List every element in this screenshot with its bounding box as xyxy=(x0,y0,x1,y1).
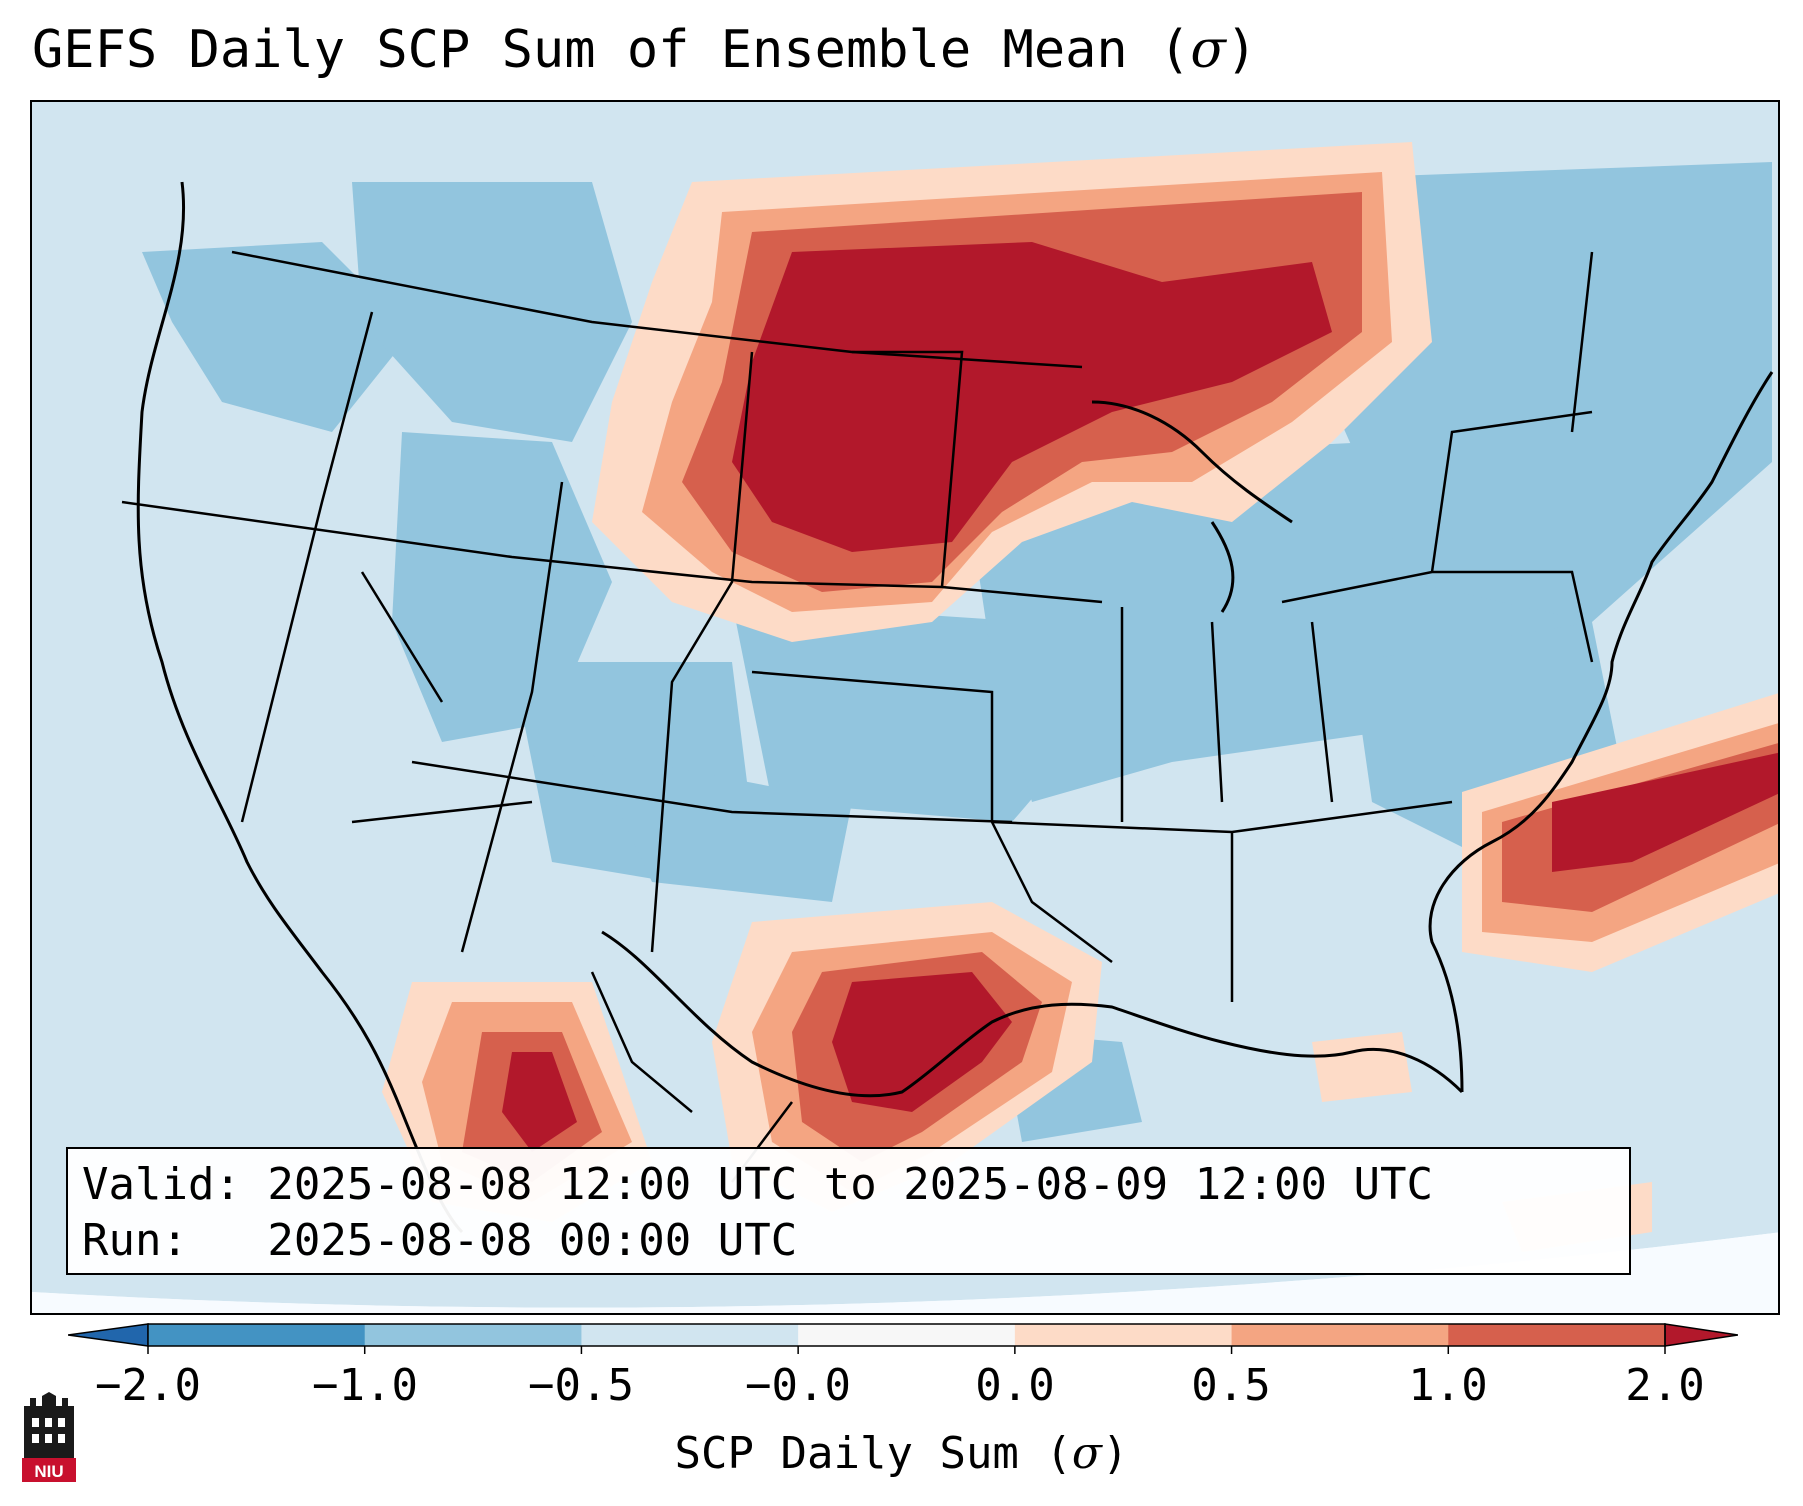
tick-label: 1.0 xyxy=(1408,1360,1488,1411)
state-boundaries xyxy=(121,250,1594,1183)
niu-logo: NIU xyxy=(22,1392,76,1482)
tick-label: −0.5 xyxy=(528,1360,634,1411)
colorbar-bin xyxy=(364,1324,582,1346)
colorbar-bin xyxy=(798,1324,1016,1346)
coastlines xyxy=(136,181,1774,1234)
colorbar-frame xyxy=(147,1323,1666,1347)
colorbar-bin xyxy=(1448,1324,1666,1346)
chart-title: GEFS Daily SCP Sum of Ensemble Mean (σ) xyxy=(32,20,1258,80)
logo-text: NIU xyxy=(34,1462,63,1481)
outer-ocean xyxy=(32,1232,1778,1313)
tick-label: 0.0 xyxy=(975,1360,1055,1411)
colorbar-bin xyxy=(148,1324,366,1346)
colorbar xyxy=(68,1323,1738,1354)
map-panel xyxy=(30,100,1780,1315)
colorbar-bin xyxy=(581,1324,799,1346)
colorbar-label: SCP Daily Sum (σ) xyxy=(674,1428,1129,1479)
colorbar-extend-high xyxy=(1664,1323,1738,1347)
colorbar-bin xyxy=(1231,1324,1449,1346)
colorbar-bin xyxy=(1014,1324,1233,1346)
run-time-line: Run: 2025-08-08 00:00 UTC xyxy=(82,1215,798,1266)
tick-label: 0.5 xyxy=(1191,1360,1271,1411)
tick-label: 2.0 xyxy=(1625,1360,1705,1411)
valid-run-info-box: Valid: 2025-08-08 12:00 UTC to 2025-08-0… xyxy=(66,1147,1631,1275)
tick-label: −1.0 xyxy=(312,1360,418,1411)
colorbar-extend-low xyxy=(68,1323,149,1347)
map-canvas xyxy=(32,102,1778,1313)
positive-anomaly-extreme xyxy=(502,242,1778,1152)
valid-time-line: Valid: 2025-08-08 12:00 UTC to 2025-08-0… xyxy=(82,1159,1434,1210)
tick-label: −2.0 xyxy=(95,1360,201,1411)
tick-label: −0.0 xyxy=(745,1360,851,1411)
